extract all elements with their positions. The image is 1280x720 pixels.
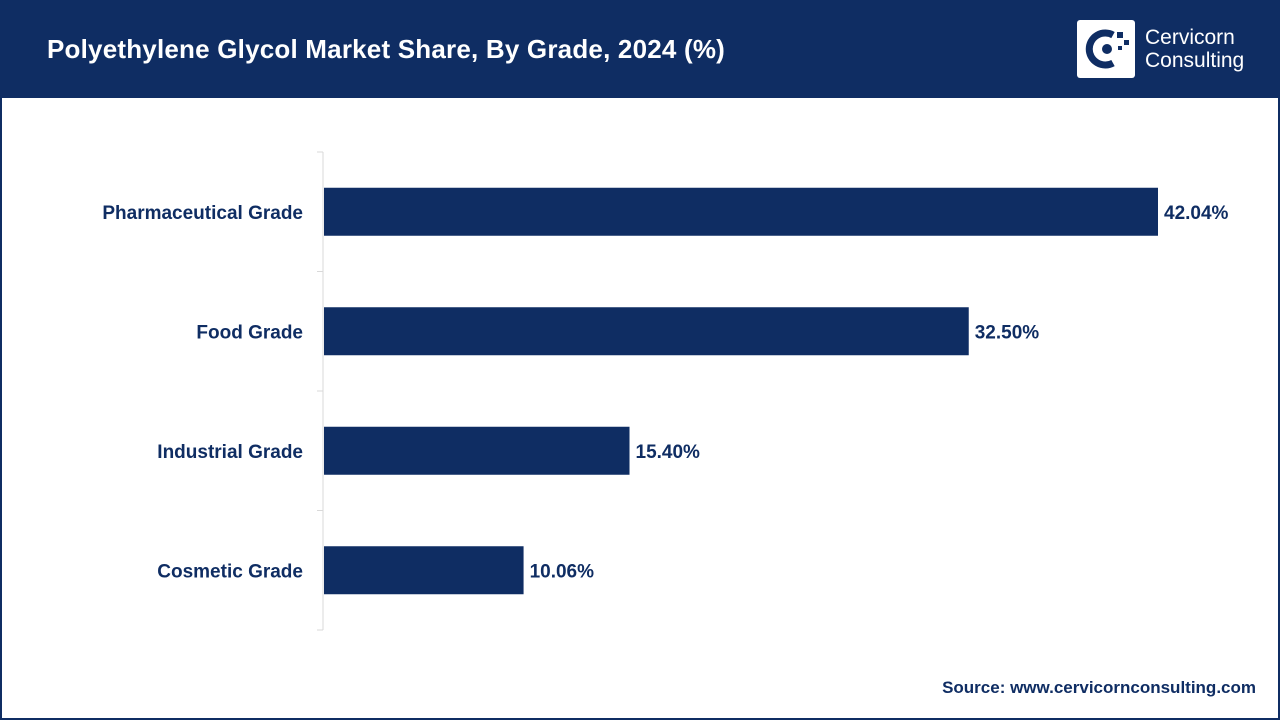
title-bar: Polyethylene Glycol Market Share, By Gra… xyxy=(2,2,1278,98)
source-note: Source: www.cervicornconsulting.com xyxy=(942,678,1256,697)
category-label: Industrial Grade xyxy=(157,442,303,463)
cervicorn-logo-icon xyxy=(1077,20,1135,78)
chart-title: Polyethylene Glycol Market Share, By Gra… xyxy=(47,34,726,64)
data-label: 10.06% xyxy=(530,561,595,582)
category-label: Cosmetic Grade xyxy=(157,561,303,582)
data-label: 15.40% xyxy=(636,442,701,463)
bar-cosmetic-grade xyxy=(324,546,524,595)
bar-food-grade xyxy=(324,307,969,356)
category-label: Food Grade xyxy=(196,322,303,343)
category-label: Pharmaceutical Grade xyxy=(102,203,303,224)
brand-logo: Cervicorn Consulting xyxy=(1077,20,1267,82)
bar-industrial-grade xyxy=(324,426,630,475)
brand-name: Cervicorn Consulting xyxy=(1145,26,1244,72)
data-label: 32.50% xyxy=(975,322,1040,343)
brand-name-line1: Cervicorn xyxy=(1145,26,1235,49)
bar-pharmaceutical-grade xyxy=(324,187,1158,236)
brand-name-line2: Consulting xyxy=(1145,49,1245,72)
data-label: 42.04% xyxy=(1164,203,1229,224)
